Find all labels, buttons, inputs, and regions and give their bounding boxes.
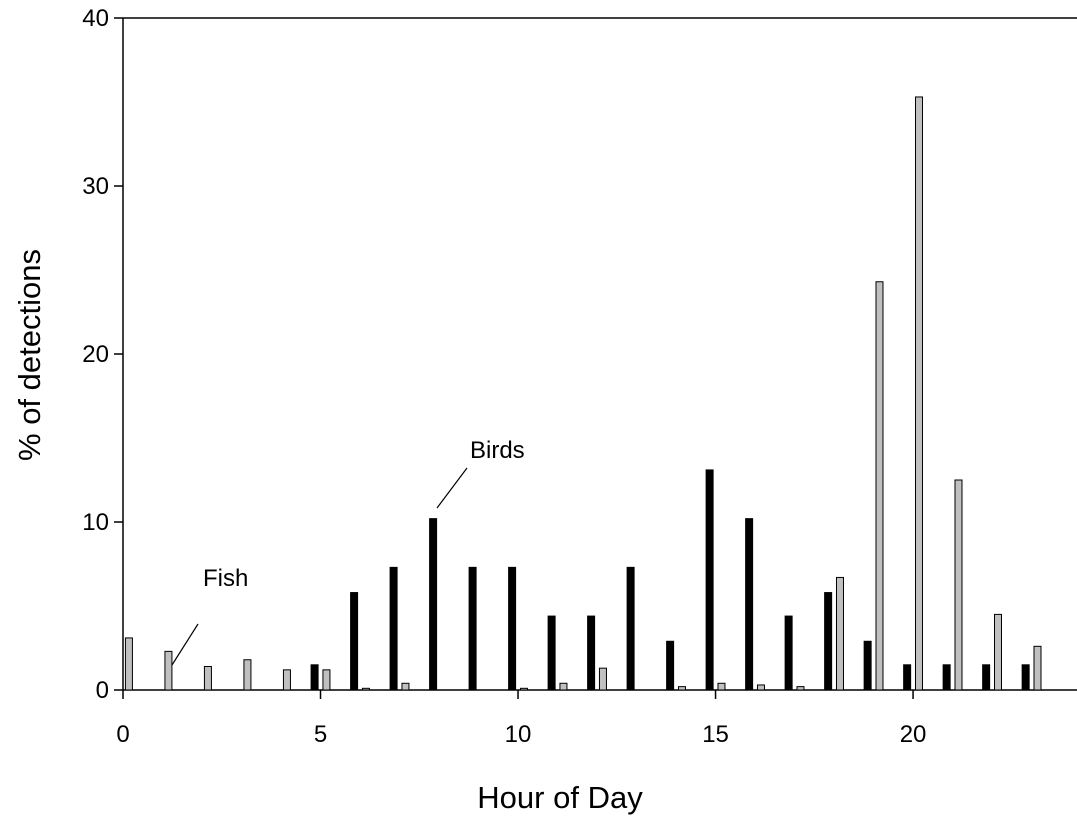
bar (429, 518, 438, 691)
bar (124, 637, 133, 691)
y-tick-label: 10 (82, 509, 109, 536)
bar (863, 640, 872, 691)
bar (835, 576, 844, 691)
bar (914, 96, 923, 691)
bar (598, 667, 607, 691)
bar (310, 664, 319, 691)
bar (282, 669, 291, 691)
bar (587, 615, 596, 691)
bar (1033, 645, 1042, 691)
bar (954, 479, 963, 691)
x-axis-title: Hour of Day (477, 780, 643, 815)
bar (322, 669, 331, 691)
annotation-leader (171, 623, 199, 666)
bar (784, 615, 793, 691)
bar (350, 592, 359, 691)
y-tick-label: 20 (82, 341, 109, 368)
bar (942, 664, 951, 691)
y-tick-label: 0 (96, 677, 109, 704)
x-tick-label: 0 (116, 721, 129, 748)
bar (903, 664, 912, 691)
bar (666, 640, 675, 691)
bar (468, 566, 477, 691)
y-tick-label: 40 (82, 5, 109, 32)
bar (164, 650, 173, 691)
bar (389, 566, 398, 691)
bar (824, 592, 833, 691)
x-tick-label: 10 (505, 721, 532, 748)
bar (243, 659, 252, 691)
annotation: Fish (203, 565, 248, 592)
x-tick-label: 20 (900, 721, 927, 748)
annotation-leader (436, 467, 468, 509)
bar (508, 566, 517, 691)
bar (559, 682, 568, 691)
bar (361, 687, 370, 691)
bar (796, 686, 805, 691)
annotation: Birds (470, 437, 525, 464)
bar (547, 615, 556, 691)
bar (203, 665, 212, 691)
bar (717, 682, 726, 691)
x-tick-label: 5 (314, 721, 327, 748)
bar (1021, 664, 1030, 691)
bar (875, 281, 884, 691)
bar (993, 613, 1002, 691)
bar (745, 518, 754, 691)
bar (677, 686, 686, 691)
bar (756, 684, 765, 691)
y-axis-title: % of detections (12, 249, 47, 461)
x-tick-label: 15 (702, 721, 729, 748)
bar (401, 682, 410, 691)
y-tick-label: 30 (82, 173, 109, 200)
bar (982, 664, 991, 691)
bar (705, 469, 714, 691)
bar (626, 566, 635, 691)
bar (519, 687, 528, 691)
